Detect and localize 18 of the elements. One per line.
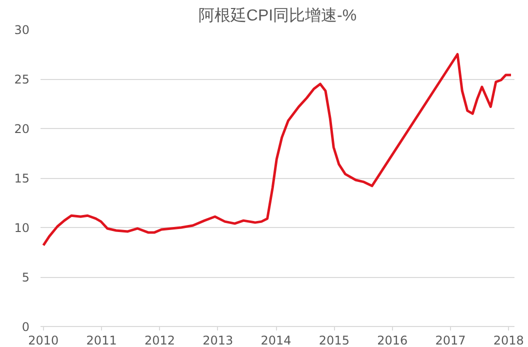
x-tick-label: 2016 [377, 334, 408, 347]
x-tick-label: 2018 [493, 334, 524, 347]
x-tick-label: 2014 [260, 334, 292, 347]
y-tick-label: 0 [22, 320, 30, 334]
x-tick-label: 2010 [28, 334, 59, 347]
x-tick-label: 2015 [318, 334, 350, 347]
y-tick-label: 15 [14, 172, 30, 186]
y-tick-label: 30 [14, 23, 30, 37]
line-series [42, 53, 512, 247]
chart-title: 阿根廷CPI同比增速-% [198, 6, 357, 24]
x-tick-label: 2017 [435, 334, 466, 347]
y-tick-label: 5 [22, 270, 30, 284]
x-tick-label: 2012 [144, 334, 176, 347]
x-tick-label: 2011 [86, 334, 117, 347]
y-tick-label: 10 [14, 221, 30, 235]
x-tick-label: 2013 [202, 334, 234, 347]
y-tick-label: 20 [14, 122, 30, 136]
y-tick-label: 25 [14, 72, 30, 86]
